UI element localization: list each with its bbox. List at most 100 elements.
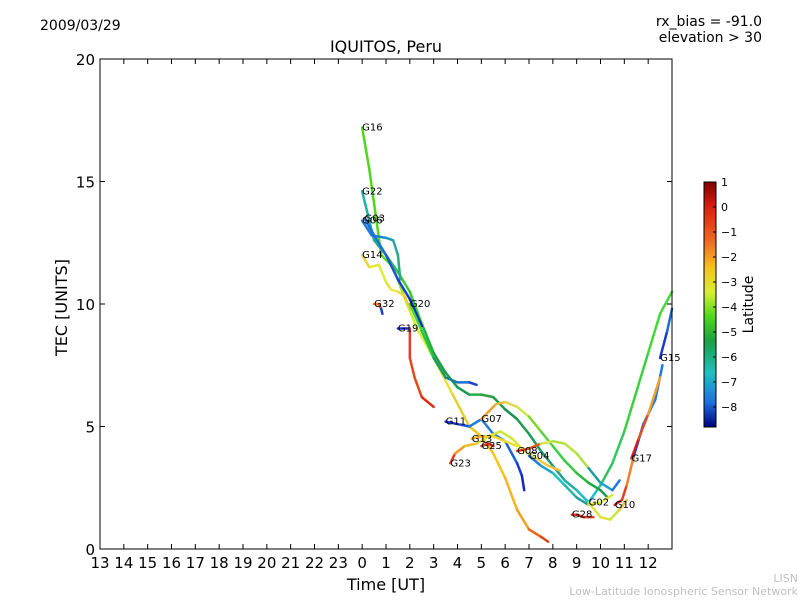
series-segment xyxy=(503,439,519,448)
series-label: G14 xyxy=(362,250,382,261)
series-label: G23 xyxy=(450,458,470,469)
series-label: G20 xyxy=(410,299,430,310)
series-segment xyxy=(522,449,538,460)
colorbar-tick-label: 1 xyxy=(721,176,728,189)
series-segment xyxy=(360,253,371,269)
series-segment xyxy=(611,479,621,492)
series-label: G16 xyxy=(362,123,382,134)
series-segment xyxy=(563,484,578,499)
x-tick-label: 16 xyxy=(162,554,181,572)
series-label: G08 xyxy=(517,446,537,457)
series-segment xyxy=(539,464,555,475)
series-label: G19 xyxy=(398,324,418,335)
series-segment xyxy=(480,417,495,436)
y-tick-label: 20 xyxy=(76,51,95,69)
x-tick-label: 22 xyxy=(305,554,324,572)
series-segment xyxy=(403,295,412,311)
series-segment xyxy=(503,476,519,512)
date-label: 2009/03/29 xyxy=(40,18,121,34)
colorbar-gradient xyxy=(703,181,717,428)
series-label: G25 xyxy=(481,441,501,452)
series-segment xyxy=(391,239,400,257)
series-label: G03 xyxy=(365,213,385,224)
series-segment xyxy=(503,400,519,409)
series-g11 xyxy=(444,417,526,492)
series-segment xyxy=(618,498,628,512)
x-tick-label: 15 xyxy=(138,554,157,572)
x-tick-label: 13 xyxy=(90,554,109,572)
x-axis-label: Time [UT] xyxy=(346,575,426,594)
series-segment xyxy=(515,462,524,477)
parameter-info: rx_bias = -91.0 elevation > 30 xyxy=(656,14,762,46)
series-segment xyxy=(372,234,388,257)
series-segment xyxy=(456,386,471,396)
series-segment xyxy=(499,430,514,440)
series-segment xyxy=(470,435,483,440)
y-tick-label: 10 xyxy=(76,296,95,314)
series-segment xyxy=(646,376,662,416)
series-label: G04 xyxy=(529,451,549,462)
series-segment xyxy=(389,288,400,293)
series-segment xyxy=(492,435,507,443)
footer-network: Low-Latitude Ionospheric Sensor Network xyxy=(569,585,798,598)
series-segment xyxy=(587,481,602,492)
series-segment xyxy=(515,417,531,436)
x-tick-label: 19 xyxy=(233,554,252,572)
series-segment xyxy=(515,405,531,418)
colorbar-tick-label: −3 xyxy=(721,276,737,289)
colorbar-tick-label: −8 xyxy=(721,401,737,414)
series-segment xyxy=(563,479,578,492)
series-segment xyxy=(575,488,590,504)
series-segment xyxy=(384,280,393,291)
series-segment xyxy=(360,126,371,171)
x-tick-label: 23 xyxy=(329,554,348,572)
series-segment xyxy=(630,437,640,460)
series-g16 xyxy=(360,126,550,543)
series-g08 xyxy=(515,439,621,492)
series-segment xyxy=(575,513,586,519)
series-segment xyxy=(503,439,519,465)
series-segment xyxy=(475,435,490,445)
axis-ticks: 13 14 15 16 17 18 19 20 21 22 23 0 1 2 3 4 5 6 7 8 9 10 11 1205… xyxy=(76,51,672,572)
series-segment xyxy=(468,417,483,428)
series-segment xyxy=(449,452,457,465)
series-segment xyxy=(637,413,650,440)
series-segment xyxy=(492,452,507,480)
series-label: G06 xyxy=(362,216,382,227)
series-segment xyxy=(539,439,555,445)
series-segment xyxy=(463,442,478,448)
series-label: G32 xyxy=(374,299,394,310)
series-segment xyxy=(646,312,662,355)
series-segment xyxy=(444,376,459,384)
series-label: G13 xyxy=(472,434,492,445)
x-tick-label: 21 xyxy=(281,554,300,572)
series-segment xyxy=(608,508,621,521)
series-segment xyxy=(551,444,566,463)
series-segment xyxy=(539,449,555,467)
colorbar-tick-label: −4 xyxy=(721,301,737,314)
series-label: G15 xyxy=(660,353,680,364)
series-segment xyxy=(527,415,543,433)
series-segment xyxy=(432,351,447,374)
series-g28 xyxy=(570,513,595,519)
colorbar-tick-label: −7 xyxy=(721,376,737,389)
series-segment xyxy=(453,444,466,455)
series-segment xyxy=(527,432,543,453)
series-segment xyxy=(539,535,550,543)
series-segment xyxy=(527,442,543,450)
series-segment xyxy=(480,410,490,421)
x-tick-label: 0 xyxy=(357,554,367,572)
series-segment xyxy=(551,439,566,445)
series-g23 xyxy=(449,430,562,472)
y-tick-label: 5 xyxy=(85,419,95,437)
series-segment xyxy=(599,481,614,492)
series-segment xyxy=(480,442,490,448)
series-segment xyxy=(611,430,626,465)
colorbar-tick-label: 0 xyxy=(721,201,728,214)
x-tick-label: 1 xyxy=(381,554,391,572)
series-segment xyxy=(456,422,471,428)
series-segment xyxy=(444,420,459,426)
series-label: G22 xyxy=(362,186,382,197)
